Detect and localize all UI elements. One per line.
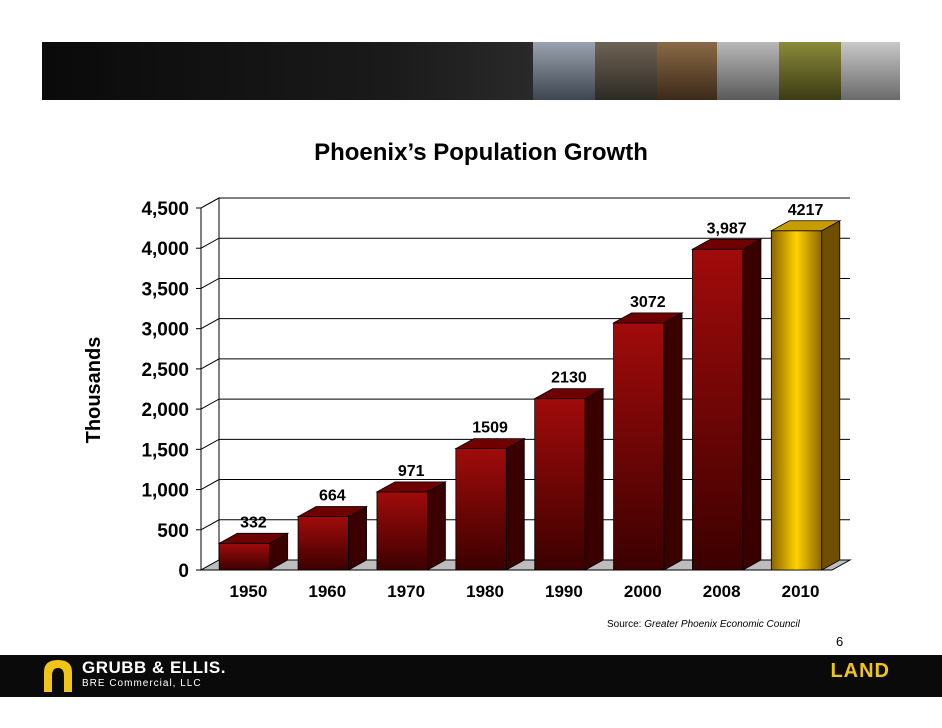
bar-front	[534, 398, 586, 571]
bar-side	[742, 238, 762, 571]
company-name: GRUBB & ELLIS.	[82, 658, 226, 677]
bar-1960	[296, 505, 369, 571]
bar-top	[769, 220, 842, 232]
bar-side	[427, 481, 446, 571]
header-photo-desert	[779, 42, 841, 100]
x-tick-label: 2010	[782, 582, 820, 601]
bar-front	[692, 248, 744, 571]
bar-2008	[690, 238, 763, 571]
gridline	[200, 237, 850, 249]
header-photo-building	[533, 42, 595, 100]
bar-front	[297, 516, 349, 571]
bar-side	[348, 505, 367, 571]
bar-top	[375, 481, 447, 493]
x-tick-label: 2008	[703, 582, 741, 601]
bar-top	[612, 312, 684, 324]
bar-front	[218, 542, 271, 571]
footer-band	[0, 655, 942, 697]
y-tick-label: 2,000	[141, 400, 189, 421]
company-logo-icon	[44, 660, 72, 692]
source-name: Greater Phoenix Economic Council	[644, 619, 800, 630]
header-photo-palm-house	[717, 42, 779, 100]
x-tick-label: 1980	[466, 582, 504, 601]
bar-1980	[454, 437, 526, 571]
bar-front	[376, 491, 428, 571]
bar-1970	[375, 481, 447, 571]
bar-2010	[769, 220, 842, 571]
y-tick-label: 4,500	[141, 199, 189, 220]
source-prefix: Source:	[607, 619, 645, 630]
bar-1990	[533, 387, 605, 571]
bar-1950	[217, 532, 290, 571]
y-tick-label: 1,000	[141, 481, 189, 502]
y-tick-label: 0	[178, 561, 189, 582]
y-tick-label: 3,500	[141, 279, 189, 300]
bar-side	[584, 387, 604, 571]
bar-front	[455, 448, 507, 571]
data-label: 1509	[472, 420, 508, 437]
y-tick-label: 4,000	[141, 239, 189, 260]
bar-front	[770, 230, 823, 571]
division-label: LAND	[830, 660, 890, 682]
header-photo-resort	[657, 42, 717, 100]
bar-2000	[612, 312, 684, 571]
company-subtitle: BRE Commercial, LLC	[82, 678, 202, 689]
chart-title: Phoenix’s Population Growth	[314, 139, 648, 166]
y-axis-label: Thousands	[83, 337, 105, 444]
x-tick-label: 1960	[308, 582, 346, 601]
data-label: 332	[240, 514, 267, 531]
header-photo-house	[841, 42, 900, 100]
bar-top	[533, 388, 605, 400]
gridline	[200, 277, 850, 289]
data-label: 664	[319, 488, 346, 505]
y-tick-label: 500	[157, 521, 189, 542]
gridline	[200, 197, 850, 209]
x-tick-label: 1950	[230, 582, 268, 601]
bar-side	[821, 220, 841, 571]
x-tick-label: 2000	[624, 582, 662, 601]
page-number: 6	[836, 634, 844, 649]
y-tick-label: 2,500	[141, 360, 189, 381]
bar-top	[296, 506, 369, 517]
bar-front	[613, 322, 665, 571]
data-label: 3,987	[707, 220, 747, 237]
bar-top	[690, 238, 763, 250]
header-photo-palms	[595, 42, 657, 100]
chart-side-wall	[200, 197, 220, 571]
x-tick-label: 1970	[387, 582, 425, 601]
bar-side	[505, 437, 525, 571]
data-label: 2130	[551, 370, 587, 387]
source-note: Source: Greater Phoenix Economic Council	[607, 619, 800, 630]
bar-top	[454, 438, 526, 450]
y-tick-label: 3,000	[141, 320, 189, 341]
y-tick-label: 1,500	[141, 440, 189, 461]
data-label: 3072	[630, 294, 666, 311]
data-label: 4217	[788, 202, 824, 219]
bar-side	[663, 312, 683, 571]
x-tick-label: 1990	[545, 582, 583, 601]
bar-top	[217, 532, 290, 544]
data-label: 971	[398, 463, 425, 480]
